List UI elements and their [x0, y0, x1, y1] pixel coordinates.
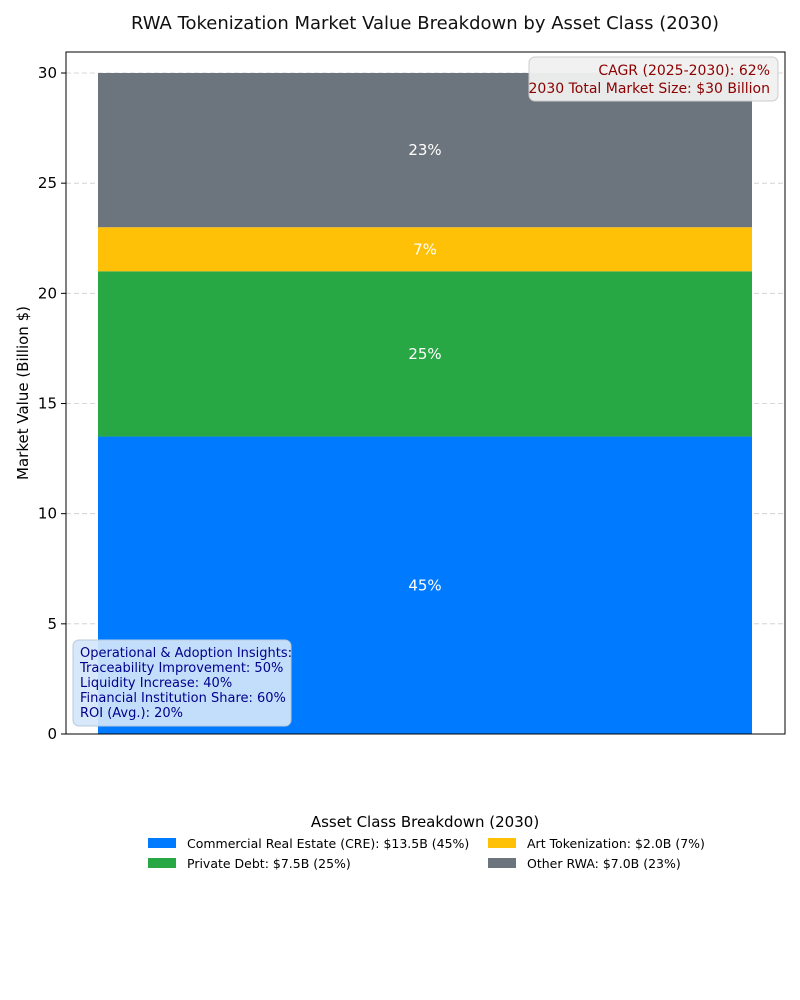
- chart-title: RWA Tokenization Market Value Breakdown …: [131, 13, 719, 34]
- insights-annotation-box: Operational & Adoption Insights: Traceab…: [72, 639, 292, 727]
- y-tick-label: 30: [38, 64, 57, 82]
- legend-label-other-rwa: Other RWA: $7.0B (23%): [527, 856, 681, 871]
- insights-box-background: [72, 639, 292, 727]
- y-axis-label: Market Value (Billion $): [14, 306, 32, 480]
- segment-label-other-rwa: 23%: [408, 141, 441, 159]
- y-tick-label: 5: [47, 615, 57, 633]
- legend-label-art-tokenization: Art Tokenization: $2.0B (7%): [527, 836, 705, 851]
- legend-items: Commercial Real Estate (CRE): $13.5B (45…: [148, 836, 705, 871]
- legend-label-private-debt: Private Debt: $7.5B (25%): [187, 856, 351, 871]
- segment-label-art-tokenization: 7%: [413, 240, 437, 258]
- legend-label-commercial-real-estate-cre: Commercial Real Estate (CRE): $13.5B (45…: [187, 836, 469, 851]
- stacked-bar: [98, 73, 752, 734]
- legend-swatch-private-debt: [148, 858, 176, 868]
- insights-heading: Operational & Adoption Insights:: [80, 646, 292, 661]
- cagr-box-background: [528, 56, 779, 102]
- legend-swatch-commercial-real-estate-cre: [148, 838, 176, 848]
- bar-segment-private-debt: [98, 271, 752, 437]
- insight-roi: ROI (Avg.): 20%: [80, 706, 183, 721]
- segment-labels: 45% 25% 7% 23%: [408, 141, 441, 594]
- bar-segment-art-tokenization: [98, 227, 752, 272]
- legend-title: Asset Class Breakdown (2030): [311, 813, 539, 831]
- cagr-text: CAGR (2025-2030): 62%: [598, 63, 770, 79]
- y-tick-label: 15: [38, 395, 57, 413]
- insight-traceability: Traceability Improvement: 50%: [79, 661, 283, 676]
- legend-swatch-art-tokenization: [488, 838, 516, 848]
- y-tick-label: 0: [47, 725, 57, 743]
- insight-liquidity: Liquidity Increase: 40%: [80, 676, 232, 691]
- insight-institution-share: Financial Institution Share: 60%: [80, 691, 286, 706]
- segment-label-commercial-real-estate-cre: 45%: [408, 576, 441, 594]
- legend-swatch-other-rwa: [488, 858, 516, 868]
- y-tick-label: 10: [38, 505, 57, 523]
- segment-label-private-debt: 25%: [408, 345, 441, 363]
- y-tick-label: 20: [38, 284, 57, 302]
- cagr-annotation-box: CAGR (2025-2030): 62% 2030 Total Market …: [528, 56, 779, 102]
- legend: Asset Class Breakdown (2030) Commercial …: [148, 813, 705, 871]
- total-market-size-text: 2030 Total Market Size: $30 Billion: [529, 81, 770, 97]
- y-tick-label: 25: [38, 174, 57, 192]
- y-axis-ticks: 0 5 10 15 20 25 30: [38, 64, 66, 743]
- plot-area-frame: [65, 51, 786, 735]
